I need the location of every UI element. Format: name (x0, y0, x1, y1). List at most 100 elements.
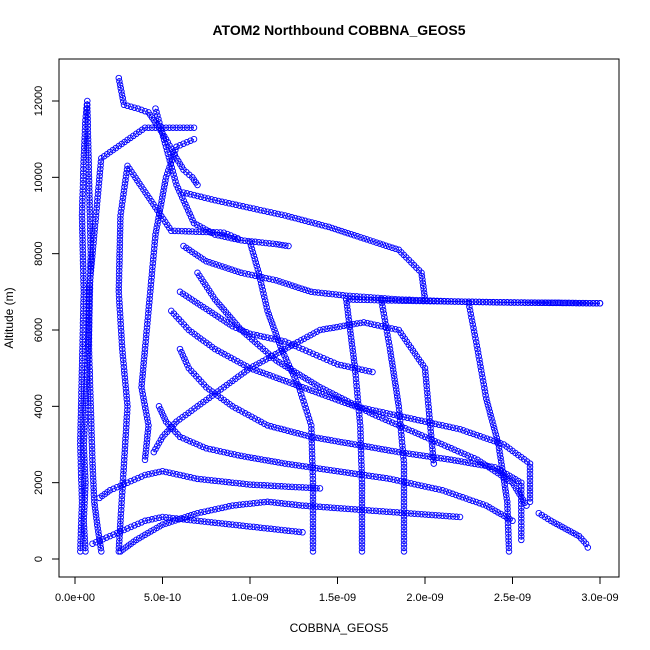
data-point (418, 269, 425, 277)
data-point (79, 264, 87, 271)
data-point (232, 501, 240, 509)
data-point (427, 428, 435, 436)
data-point (384, 335, 392, 342)
data-point (313, 328, 321, 335)
data-point (234, 357, 241, 365)
data-point (393, 509, 401, 516)
data-point (309, 486, 317, 493)
data-point (77, 533, 85, 541)
data-point (78, 477, 85, 484)
data-point (120, 471, 127, 478)
data-point (308, 436, 315, 443)
data-point (116, 302, 123, 310)
data-point (282, 355, 290, 362)
data-point (470, 324, 477, 332)
data-point (187, 474, 194, 481)
data-point (165, 519, 173, 526)
data-point (123, 399, 131, 407)
data-point (145, 310, 152, 317)
data-point (79, 229, 86, 237)
data-point (79, 326, 87, 334)
data-point (225, 503, 233, 510)
data-point (88, 420, 95, 428)
data-point (218, 504, 226, 512)
data-point (531, 299, 538, 306)
series-line (538, 512, 589, 548)
data-point (461, 458, 468, 466)
data-point (118, 201, 126, 209)
data-point (187, 213, 195, 221)
x-tick-label: 3.0e-09 (581, 592, 618, 604)
data-point (397, 477, 404, 485)
data-point (321, 435, 328, 443)
data-point (117, 510, 125, 517)
data-point (119, 352, 127, 360)
data-point (241, 270, 249, 277)
data-point (411, 416, 418, 423)
data-point (435, 512, 443, 519)
data-point (161, 140, 169, 147)
data-point (279, 279, 286, 286)
data-point (316, 465, 324, 472)
data-point (575, 299, 583, 307)
data-point (400, 537, 408, 545)
data-point (324, 436, 332, 444)
data-point (373, 239, 380, 246)
data-point (82, 113, 90, 120)
data-point (119, 349, 126, 356)
data-point (96, 176, 103, 183)
data-point (316, 326, 324, 334)
data-point (85, 352, 93, 360)
data-point (496, 451, 504, 458)
data-point (302, 385, 310, 392)
data-point (79, 172, 87, 180)
data-point (296, 387, 304, 394)
data-point (262, 300, 270, 308)
data-point (211, 345, 219, 353)
data-point (358, 468, 365, 476)
data-point (490, 421, 497, 429)
data-point (116, 260, 123, 268)
data-point (279, 241, 286, 249)
data-point (385, 447, 392, 454)
data-point (428, 436, 435, 443)
series-line (120, 501, 461, 552)
data-point (95, 180, 103, 187)
data-point (449, 513, 457, 520)
chart-title: ATOM2 Northbound COBBNA_GEOS5 (212, 22, 465, 38)
data-point (526, 467, 534, 474)
data-point (256, 368, 264, 375)
data-point (276, 241, 283, 248)
series-line (92, 516, 303, 545)
data-point (470, 328, 478, 335)
data-point (448, 298, 455, 305)
data-point (261, 420, 268, 427)
data-point (414, 510, 422, 518)
data-point (82, 389, 90, 396)
data-point (376, 474, 383, 481)
data-point (127, 103, 135, 110)
data-point (311, 288, 319, 296)
data-point (444, 456, 451, 463)
data-point (78, 389, 85, 396)
data-point (218, 232, 225, 240)
data-point (518, 511, 525, 519)
data-point (322, 290, 329, 297)
data-point (414, 481, 422, 489)
data-point (416, 451, 424, 459)
data-point (86, 191, 93, 198)
data-point (124, 102, 131, 110)
data-point (518, 479, 525, 486)
data-point (81, 130, 89, 138)
data-point (480, 381, 488, 388)
data-point (89, 467, 97, 474)
data-point (309, 513, 317, 521)
data-point (284, 358, 291, 366)
data-point (93, 201, 101, 209)
data-point (222, 199, 229, 206)
data-point (190, 135, 198, 143)
data-point (120, 98, 127, 105)
data-point (267, 423, 275, 430)
data-point (526, 481, 534, 488)
data-point (210, 446, 217, 454)
